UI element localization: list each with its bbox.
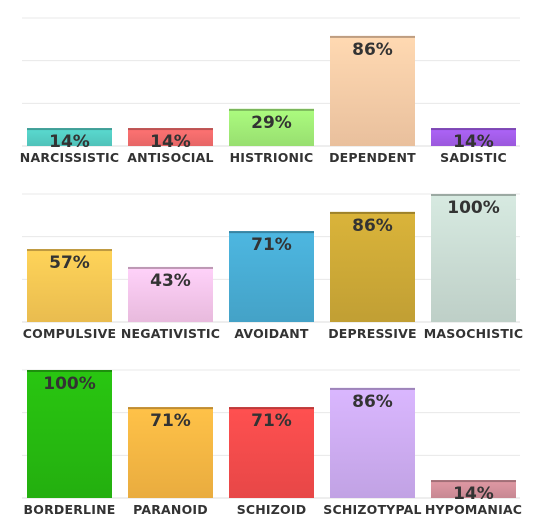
bar-borderline bbox=[27, 370, 112, 498]
value-label: 71% bbox=[150, 411, 191, 431]
bar-sadistic bbox=[431, 128, 516, 146]
value-label: 43% bbox=[150, 271, 191, 291]
bar-top-edge bbox=[128, 407, 213, 410]
value-label: 14% bbox=[453, 484, 494, 504]
category-label: SCHIZOTYPAL bbox=[323, 502, 421, 517]
bar-paranoid bbox=[128, 407, 213, 498]
category-label: SADISTIC bbox=[440, 150, 507, 165]
bar-top-edge bbox=[330, 35, 415, 38]
category-label: NEGATIVISTIC bbox=[121, 326, 220, 341]
bar-top-edge bbox=[27, 249, 112, 252]
value-label: 71% bbox=[251, 411, 292, 431]
value-label: 86% bbox=[352, 216, 393, 236]
bar-top-edge bbox=[229, 407, 314, 410]
bar-top-edge bbox=[431, 128, 516, 131]
category-label: HYPOMANIAC bbox=[425, 502, 522, 517]
bar-dependent bbox=[330, 35, 415, 146]
bar-top-edge bbox=[330, 211, 415, 214]
value-label: 71% bbox=[251, 235, 292, 255]
bar-top-edge bbox=[431, 480, 516, 483]
value-label: 14% bbox=[150, 132, 191, 152]
value-label: 86% bbox=[352, 40, 393, 60]
bar-compulsive bbox=[27, 249, 112, 322]
bar-top-edge bbox=[27, 128, 112, 131]
bar-top-edge bbox=[128, 128, 213, 131]
value-label: 14% bbox=[49, 132, 90, 152]
category-label: DEPRESSIVE bbox=[328, 326, 417, 341]
bar-top-edge bbox=[229, 231, 314, 234]
bar-schizoid bbox=[229, 407, 314, 498]
category-label: SCHIZOID bbox=[237, 502, 307, 517]
panel-1: 14%NARCISSISTIC14%ANTISOCIAL29%HISTRIONI… bbox=[20, 17, 520, 165]
category-label: HISTRIONIC bbox=[230, 150, 314, 165]
panel-3: 100% BORDERLINE 71% PARANOID 71% SCHIZOID 86% S… bbox=[22, 369, 522, 517]
bar-avoidant bbox=[229, 231, 314, 322]
value-label: 14% bbox=[453, 132, 494, 152]
bar-narcissistic bbox=[27, 128, 112, 146]
value-label: 100% bbox=[43, 374, 96, 394]
category-label: DEPENDENT bbox=[329, 150, 416, 165]
bar-negativistic bbox=[128, 266, 213, 322]
bar-top-edge bbox=[229, 108, 314, 111]
category-label: NARCISSISTIC bbox=[20, 150, 119, 165]
value-label: 86% bbox=[352, 392, 393, 412]
bar-masochistic bbox=[431, 194, 516, 322]
value-label: 100% bbox=[447, 198, 500, 218]
category-label: ANTISOCIAL bbox=[127, 150, 213, 165]
bar-schizotypal bbox=[330, 387, 415, 498]
bar-histrionic bbox=[229, 108, 314, 146]
category-label: AVOIDANT bbox=[234, 326, 308, 341]
value-label: 57% bbox=[49, 253, 90, 273]
bar-hypomaniac bbox=[431, 480, 516, 498]
category-label: BORDERLINE bbox=[24, 502, 116, 517]
bar-top-edge bbox=[27, 370, 112, 372]
value-label: 29% bbox=[251, 113, 292, 133]
bar-top-edge bbox=[128, 266, 213, 269]
category-label: MASOCHISTIC bbox=[424, 326, 524, 341]
bar-antisocial bbox=[128, 128, 213, 146]
bar-depressive bbox=[330, 211, 415, 322]
category-label: COMPULSIVE bbox=[23, 326, 116, 341]
category-label: PARANOID bbox=[133, 502, 208, 517]
bar-top-edge bbox=[330, 387, 415, 390]
bar-top-edge bbox=[431, 194, 516, 196]
panel-2: 57% COMPULSIVE 43% NEGATIVISTIC 71% AVOIDANT 8… bbox=[22, 193, 524, 341]
